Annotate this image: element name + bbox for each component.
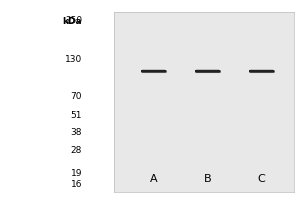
Text: 250: 250 [65,16,82,25]
Text: 19: 19 [70,169,82,178]
Text: 130: 130 [65,55,82,64]
Text: A: A [150,174,158,184]
Text: C: C [258,174,266,184]
Text: kDa: kDa [62,17,82,26]
Text: B: B [204,174,212,184]
Text: 38: 38 [70,128,82,137]
Text: 70: 70 [70,92,82,101]
Text: 51: 51 [70,111,82,120]
Text: 28: 28 [71,146,82,155]
Text: 16: 16 [70,180,82,189]
